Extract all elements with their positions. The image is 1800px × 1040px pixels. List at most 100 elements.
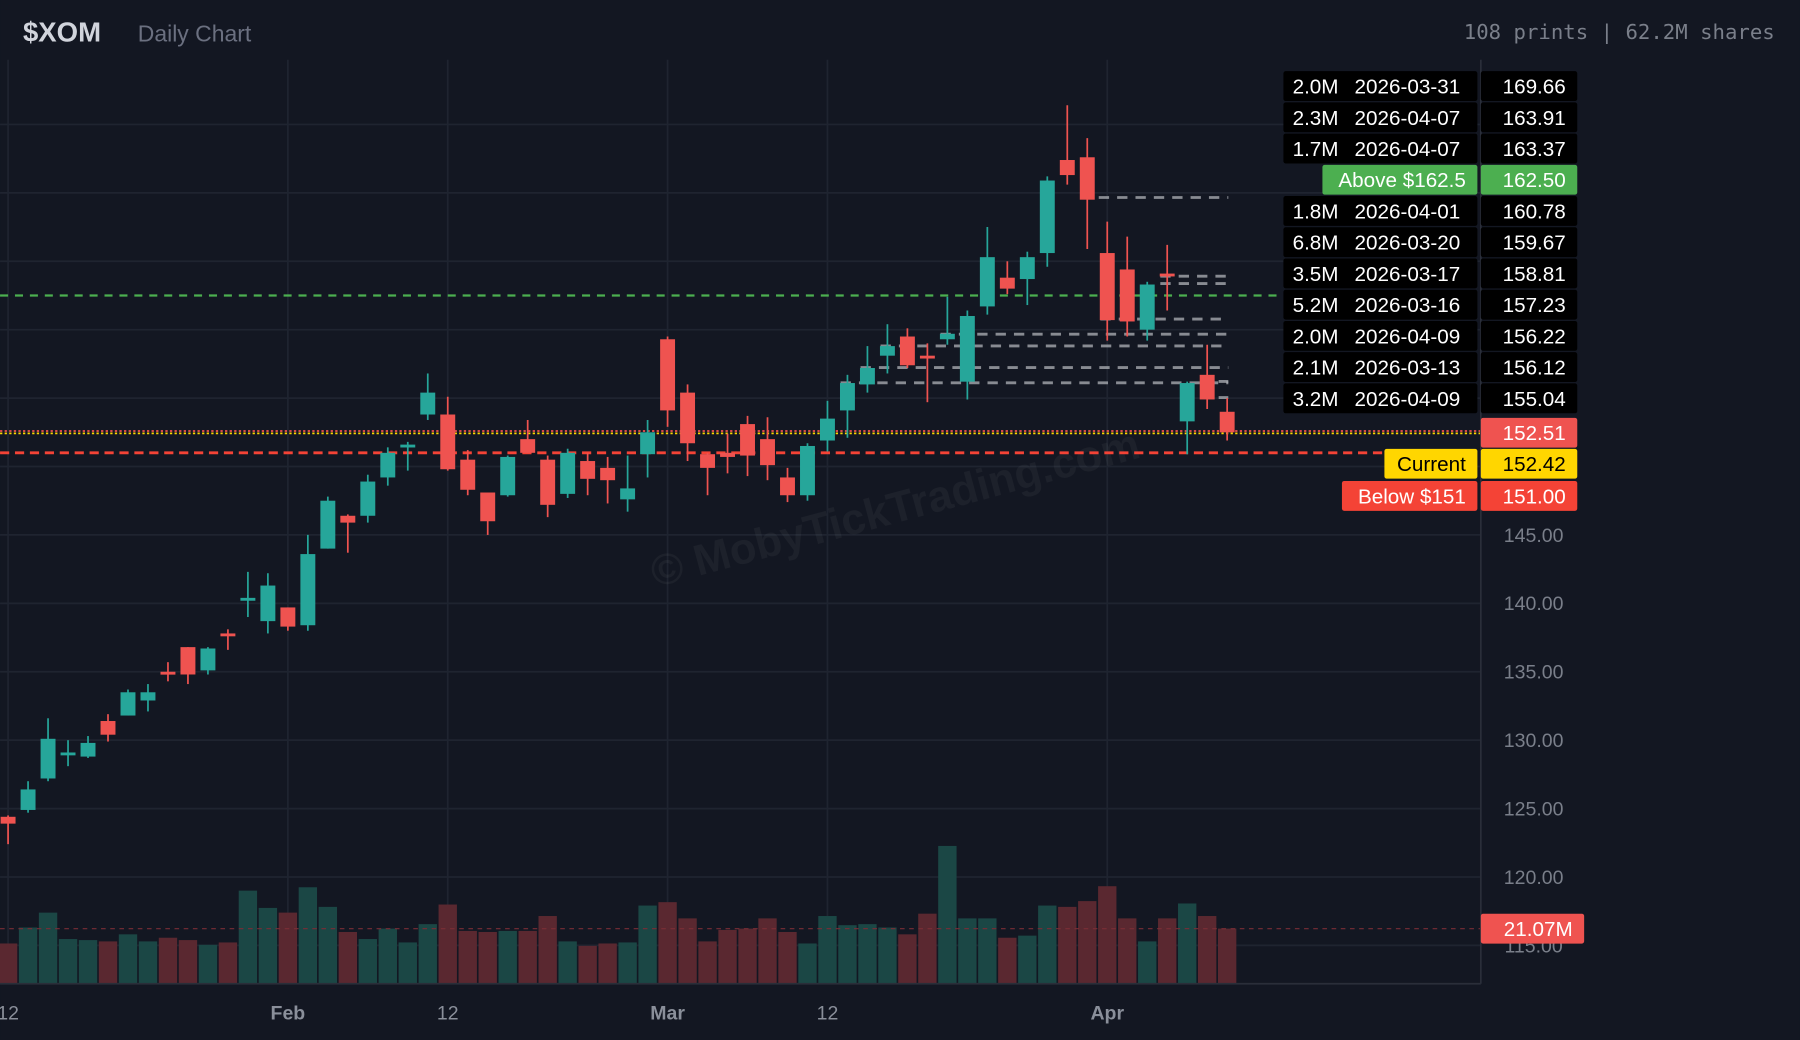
- candle-down: [460, 459, 476, 490]
- candle-down: [160, 671, 176, 675]
- volume-bar: [18, 927, 38, 984]
- volume-bar: [578, 945, 597, 984]
- above-alert-label-box: [1322, 164, 1478, 195]
- volume-bar: [498, 930, 517, 984]
- candle-up: [120, 692, 136, 716]
- print-price: 156.22: [1503, 325, 1566, 348]
- volume-bar: [598, 943, 617, 984]
- volume-bar: [118, 934, 138, 984]
- candle-down: [0, 816, 16, 824]
- candle-down: [220, 633, 236, 637]
- ticker-title: $XOM: [23, 16, 101, 47]
- candle-down: [520, 439, 536, 453]
- candle-down: [580, 461, 596, 479]
- candle-down: [180, 647, 196, 675]
- volume-bar: [238, 890, 258, 984]
- candle-down: [1159, 273, 1175, 277]
- time-axis[interactable]: 12 Feb 12 Mar 12 Apr: [0, 1002, 1124, 1024]
- price-tick-label: 135.00: [1504, 662, 1564, 684]
- print-date: 2026-04-09: [1355, 388, 1461, 411]
- candle-down: [899, 336, 915, 366]
- volume-bar: [918, 913, 937, 984]
- candle-up: [200, 648, 216, 671]
- print-date: 2026-03-16: [1355, 294, 1461, 317]
- print-label-box: [1283, 227, 1478, 258]
- time-tick-label: Feb: [271, 1002, 306, 1024]
- print-date: 2026-04-07: [1355, 138, 1461, 161]
- time-tick-label: 12: [0, 1002, 19, 1024]
- print-price: 157.23: [1503, 294, 1566, 317]
- print-price: 169.66: [1503, 76, 1566, 99]
- print-price: 158.81: [1503, 263, 1566, 286]
- print-price-box: [1480, 71, 1578, 102]
- print-date: 2026-03-31: [1355, 76, 1461, 99]
- print-price-box: [1480, 258, 1578, 289]
- candle-up: [400, 444, 416, 448]
- volume-bar: [1158, 918, 1177, 984]
- volume-bar: [218, 942, 238, 984]
- candle-up: [1139, 284, 1155, 330]
- volume-bar: [78, 940, 98, 984]
- volume-bar: [0, 943, 18, 984]
- candle-up: [1019, 257, 1035, 280]
- print-label-box: [1283, 383, 1478, 414]
- print-label-box: [1283, 133, 1478, 164]
- candle-up: [420, 392, 436, 415]
- volume-bars: [0, 845, 1481, 984]
- volume-bar: [138, 941, 158, 984]
- candle-down: [440, 414, 456, 470]
- volume-bar: [378, 928, 397, 984]
- volume-bar: [158, 937, 178, 984]
- time-tick-label: Mar: [650, 1002, 685, 1024]
- print-price-box: [1480, 133, 1578, 164]
- candle-down: [760, 439, 775, 466]
- volume-bar: [478, 931, 497, 984]
- volume-bar: [998, 937, 1017, 984]
- volume-bar: [58, 939, 78, 984]
- print-price: 159.67: [1503, 232, 1566, 255]
- last-price-box: [1480, 417, 1578, 448]
- volume-bar: [458, 930, 477, 984]
- volume-bar: [898, 934, 917, 984]
- price-axis[interactable]: 145.00140.00135.00130.00125.00120.00115.…: [1504, 525, 1564, 957]
- candle-down: [720, 452, 736, 457]
- candle-up: [300, 554, 316, 626]
- candle-up: [80, 742, 96, 757]
- candle-up: [380, 452, 396, 478]
- volume-bar: [1078, 901, 1097, 984]
- candle-down: [740, 424, 755, 456]
- current-price: 152.42: [1503, 453, 1566, 476]
- candle-down: [660, 339, 676, 411]
- print-date: 2026-04-09: [1355, 325, 1461, 348]
- below-alert-price: 151.00: [1503, 485, 1566, 508]
- candle-down: [1099, 253, 1115, 321]
- price-tick-label: 130.00: [1504, 730, 1564, 752]
- print-stats: 108 prints | 62.2M shares: [1464, 20, 1775, 45]
- current-price-box: [1480, 448, 1578, 479]
- volume-bar: [738, 928, 757, 984]
- volume-bar: [558, 941, 577, 984]
- volume-bar: [338, 931, 358, 984]
- volume-bar: [618, 942, 637, 984]
- price-tick-label: 125.00: [1504, 798, 1564, 820]
- print-volume: 3.5M: [1293, 263, 1339, 286]
- print-date: 2026-04-07: [1355, 107, 1461, 130]
- candle-up: [800, 445, 815, 496]
- print-price: 163.91: [1503, 107, 1566, 130]
- candle-up: [820, 418, 835, 441]
- above-alert-price-box: [1480, 164, 1578, 195]
- volume-bar: [358, 939, 377, 984]
- candle-up: [939, 333, 955, 340]
- candle-up: [20, 789, 36, 810]
- candle-up: [40, 738, 56, 779]
- print-price-box: [1480, 289, 1578, 320]
- chart-subtitle: Daily Chart: [138, 20, 252, 46]
- volume-bar: [858, 924, 877, 984]
- candle-down: [540, 459, 556, 505]
- print-volume: 3.2M: [1293, 388, 1339, 411]
- candle-up: [360, 481, 376, 516]
- candle-down: [919, 355, 935, 359]
- print-price-box: [1480, 383, 1578, 414]
- candle-up: [1179, 383, 1195, 422]
